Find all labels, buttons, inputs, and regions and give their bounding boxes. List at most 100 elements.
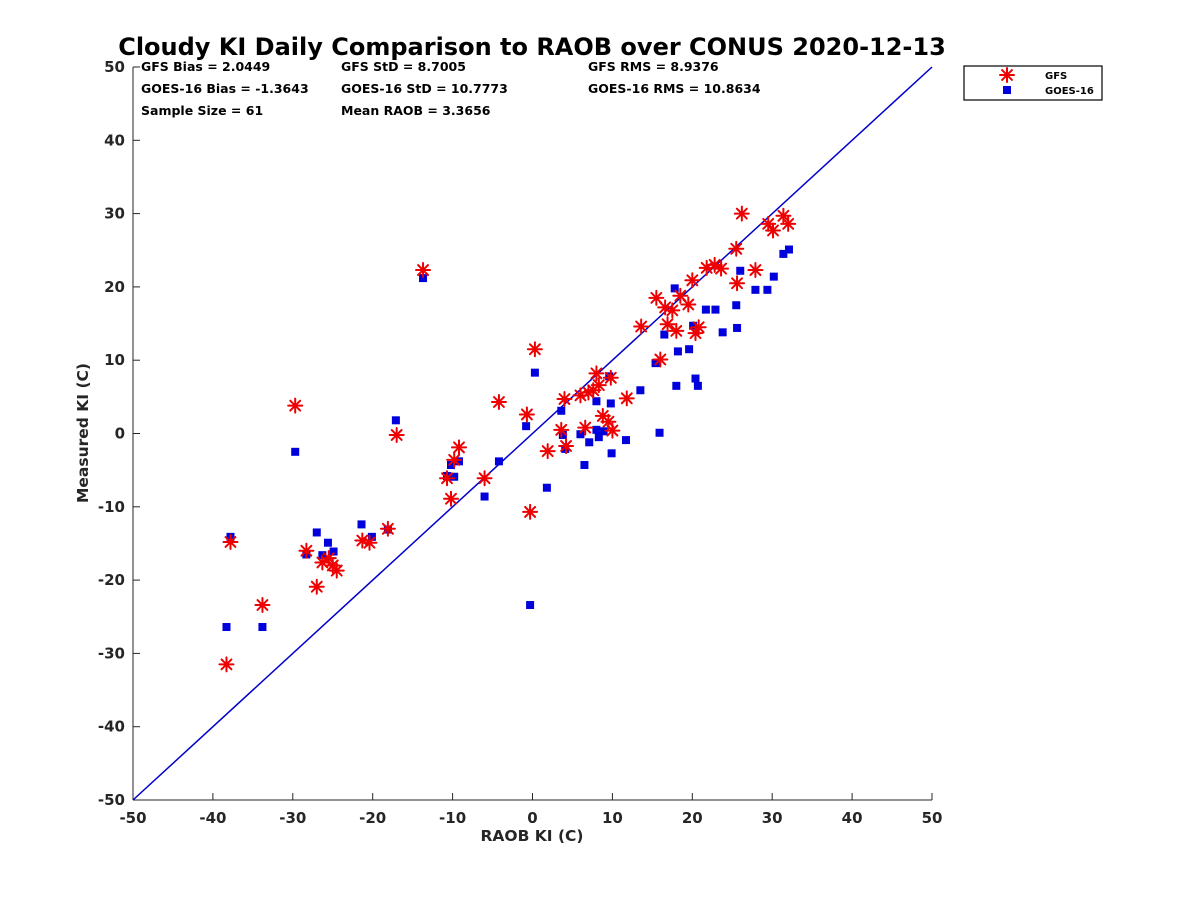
gfs-point [664, 302, 681, 319]
y-tick-label: 30 [104, 205, 125, 223]
goes16-point [751, 285, 760, 294]
stat-gfs-std: GFS StD = 8.7005 [341, 59, 466, 74]
gfs-point [729, 275, 746, 292]
gfs-point [558, 437, 575, 454]
gfs-point [659, 316, 676, 333]
series-gfs-points [218, 205, 797, 673]
gfs-point [747, 262, 764, 279]
gfs-point [328, 562, 345, 579]
goes16-point [323, 538, 332, 547]
gfs-point [308, 578, 325, 595]
goes16-point [689, 321, 698, 330]
legend-goes16-marker [1003, 86, 1011, 94]
stat-sample-size: Sample Size = 61 [141, 103, 263, 118]
y-tick-label: -10 [98, 498, 125, 516]
gfs-point [618, 390, 635, 407]
goes16-point [447, 461, 456, 470]
goes16-point [454, 457, 463, 466]
gfs-point [388, 426, 405, 443]
gfs-point [254, 597, 271, 614]
stat-gfs-rms: GFS RMS = 8.9376 [588, 59, 719, 74]
goes16-point [736, 266, 745, 275]
gfs-point [672, 287, 689, 304]
goes16-point [685, 345, 694, 354]
gfs-point [602, 369, 619, 386]
goes16-point [522, 422, 531, 431]
x-tick-label: 0 [527, 809, 537, 827]
goes16-point [621, 436, 630, 445]
goes16-point [419, 274, 428, 283]
goes16-point [607, 449, 616, 458]
legend-gfs-asterisk [999, 67, 1015, 83]
goes16-point [557, 406, 566, 415]
gfs-point [298, 542, 315, 559]
goes16-point [784, 245, 793, 254]
goes16-point [576, 430, 585, 439]
y-tick-label: 20 [104, 278, 125, 296]
goes16-point [606, 399, 615, 408]
goes16-point [494, 457, 503, 466]
gfs-point [553, 421, 570, 438]
goes16-point [763, 285, 772, 294]
goes16-point [542, 483, 551, 492]
x-tick-label: -30 [279, 809, 306, 827]
x-tick-label: -10 [439, 809, 466, 827]
x-tick-label: -50 [119, 809, 146, 827]
gfs-point [780, 215, 797, 232]
x-tick-label: 40 [842, 809, 863, 827]
x-tick-label: 20 [682, 809, 703, 827]
identity-line [132, 66, 933, 801]
legend-gfs-marker [999, 67, 1015, 83]
stats-block: GFS Bias = 2.0449 GFS StD = 8.7005 GFS R… [141, 59, 761, 118]
goes16-point [779, 249, 788, 258]
gfs-point [539, 443, 556, 460]
gfs-point [518, 406, 535, 423]
y-tick-label: 0 [115, 425, 125, 443]
goes16-point [357, 520, 366, 529]
gfs-point [361, 534, 378, 551]
legend: GFS GOES-16 [963, 65, 1103, 101]
goes16-point [585, 438, 594, 447]
y-tick-label: -50 [98, 791, 125, 809]
gfs-point [633, 318, 650, 335]
stat-goes-rms: GOES-16 RMS = 10.8634 [588, 81, 761, 96]
gfs-point [590, 377, 607, 394]
goes16-point [718, 328, 727, 337]
gfs-point [713, 260, 730, 277]
goes16-point [530, 368, 539, 377]
y-tick-label: 40 [104, 131, 125, 149]
gfs-point [490, 393, 507, 410]
goes16-point [733, 323, 742, 332]
stat-mean-raob: Mean RAOB = 3.3656 [341, 103, 491, 118]
legend-gfs-label: GFS [1045, 71, 1067, 82]
legend-goes16-label: GOES-16 [1045, 86, 1094, 97]
goes16-point [391, 416, 400, 425]
gfs-point [588, 365, 605, 382]
goes16-point [291, 447, 300, 456]
gfs-point [476, 470, 493, 487]
goes16-point [592, 397, 601, 406]
x-tick-label: -20 [359, 809, 386, 827]
y-tick-label: -40 [98, 718, 125, 736]
goes16-point [636, 386, 645, 395]
goes16-point [312, 528, 321, 537]
gfs-point [222, 533, 239, 550]
goes16-point [558, 430, 567, 439]
gfs-point [764, 222, 781, 239]
x-ticks: -50 -40 -30 -20 -10 0 10 20 30 40 50 [119, 793, 942, 827]
x-tick-label: 50 [922, 809, 943, 827]
x-tick-label: 30 [762, 809, 783, 827]
x-tick-label: 10 [602, 809, 623, 827]
gfs-point [728, 240, 745, 257]
goes16-point [367, 532, 376, 541]
gfs-point [415, 262, 432, 279]
gfs-point [522, 503, 539, 520]
gfs-point [577, 419, 594, 436]
gfs-point [556, 391, 573, 408]
gfs-point [706, 256, 723, 273]
goes16-point [660, 330, 669, 339]
goes16-point [691, 374, 700, 383]
goes16-point [732, 301, 741, 310]
